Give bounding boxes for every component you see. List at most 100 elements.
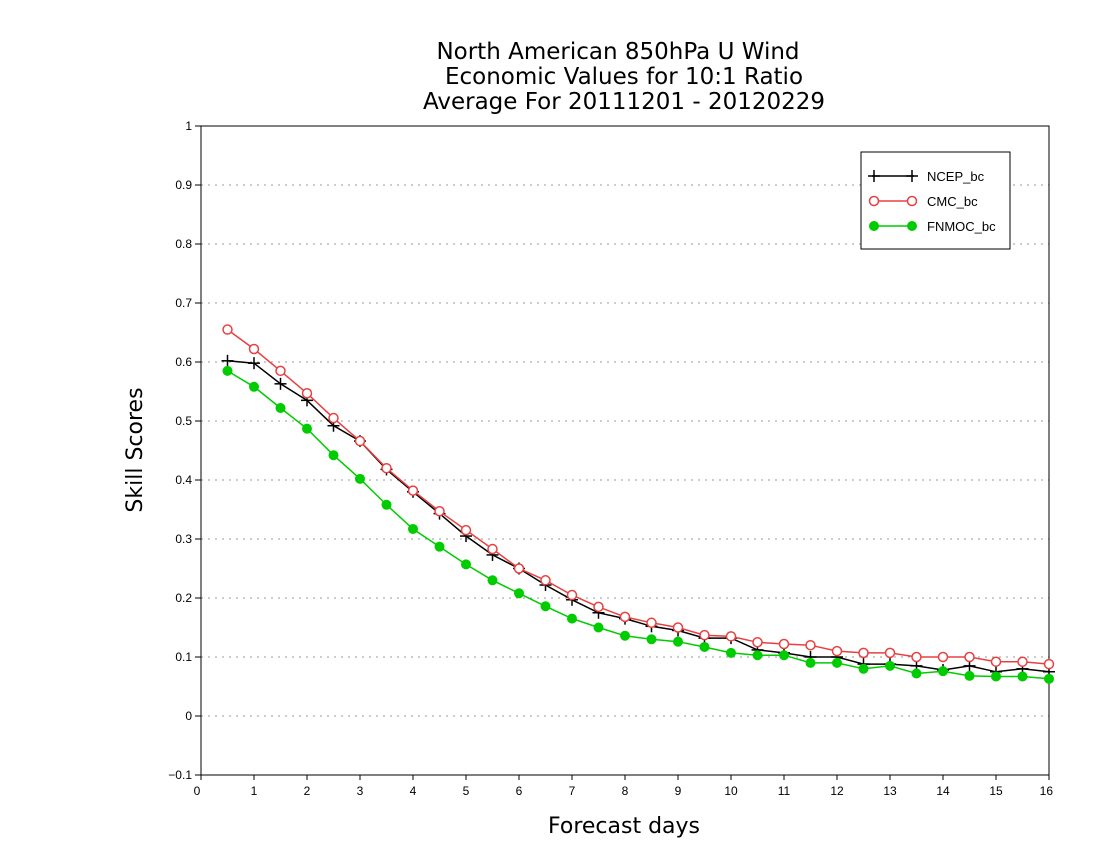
- x-tick-label-14: 14: [936, 784, 950, 798]
- point-cmc-bc-6: [381, 462, 392, 474]
- series-cmc-bc: [222, 324, 1055, 670]
- point-cmc-bc-21: [778, 638, 790, 650]
- point-fnmoc-bc-16: [646, 634, 657, 645]
- point-cmc-bc-5: [354, 435, 366, 447]
- point-cmc-bc-2: [275, 365, 286, 377]
- point-fnmoc-bc-28: [964, 670, 975, 681]
- point-ncep-bc-2: [274, 377, 287, 390]
- point-fnmoc-bc-17: [673, 636, 683, 647]
- legend-marker-left-ncep-bc: [868, 170, 880, 182]
- title-line-2: Economic Values for 10:1 Ratio: [445, 64, 803, 90]
- point-cmc-bc-20: [752, 637, 763, 648]
- point-fnmoc-bc-6: [381, 499, 392, 510]
- point-fnmoc-bc-31: [1044, 673, 1054, 684]
- series-line-ncep-bc: [227, 360, 1050, 673]
- x-tick-label-13: 13: [883, 784, 897, 798]
- y-tick-label-7: 0.6: [175, 355, 192, 369]
- x-tick-label-0: 0: [194, 784, 201, 798]
- y-axis-ticks: −0.1 0 0.1 0.2 0.3 0.4 0.5 0.6 0.7 0.8 0.9 1: [168, 119, 201, 782]
- x-tick-label-15: 15: [989, 784, 1003, 798]
- x-axis-label: Forecast days: [548, 814, 700, 839]
- point-fnmoc-bc-11: [514, 588, 524, 599]
- x-tick-label-5: 5: [463, 784, 470, 798]
- point-cmc-bc-4: [328, 412, 339, 424]
- point-fnmoc-bc-24: [858, 663, 869, 674]
- point-fnmoc-bc-7: [408, 523, 418, 534]
- title-line-1: North American 850hPa U Wind: [436, 39, 799, 65]
- x-tick-label-10: 10: [724, 784, 738, 798]
- point-fnmoc-bc-25: [885, 660, 895, 671]
- point-fnmoc-bc-2: [275, 403, 286, 414]
- point-cmc-bc-10: [487, 543, 498, 555]
- point-fnmoc-bc-13: [567, 613, 577, 624]
- point-fnmoc-bc-22: [805, 657, 816, 668]
- y-tick-label-11: 1: [185, 119, 192, 133]
- series-ncep-bc: [221, 354, 1055, 678]
- point-fnmoc-bc-3: [302, 423, 312, 434]
- x-tick-label-2: 2: [304, 784, 311, 798]
- point-cmc-bc-16: [646, 617, 657, 629]
- point-cmc-bc-30: [1017, 656, 1028, 667]
- y-tick-label-3: 0.2: [175, 591, 192, 605]
- legend-item-fnmoc-bc: FNMOC_bc: [869, 219, 996, 234]
- point-cmc-bc-0: [222, 324, 233, 335]
- point-cmc-bc-31: [1043, 658, 1055, 670]
- point-cmc-bc-24: [858, 647, 869, 659]
- point-fnmoc-bc-8: [434, 541, 445, 552]
- series-layer: [221, 324, 1055, 684]
- x-tick-label-11: 11: [778, 784, 791, 798]
- x-axis-ticks: 0 1 2 3 4 5 6 7 8 9 10 11 12 13 14 15 16: [194, 775, 1053, 798]
- point-fnmoc-bc-21: [779, 650, 789, 661]
- point-fnmoc-bc-0: [222, 365, 233, 376]
- point-cmc-bc-19: [725, 631, 737, 642]
- point-cmc-bc-8: [434, 506, 445, 517]
- point-cmc-bc-9: [460, 524, 472, 536]
- x-tick-label-1: 1: [251, 784, 258, 798]
- x-tick-label-6: 6: [516, 784, 523, 798]
- legend-marker-left-cmc-bc: [868, 195, 880, 207]
- point-fnmoc-bc-20: [752, 650, 763, 661]
- point-cmc-bc-13: [566, 589, 578, 601]
- point-cmc-bc-28: [964, 651, 975, 663]
- legend-label-fnmoc-bc: FNMOC_bc: [927, 219, 996, 234]
- point-fnmoc-bc-9: [461, 559, 471, 570]
- point-fnmoc-bc-14: [593, 622, 604, 633]
- x-tick-label-12: 12: [830, 784, 844, 798]
- y-tick-label-8: 0.7: [175, 296, 192, 310]
- x-tick-label-3: 3: [357, 784, 364, 798]
- y-tick-label-10: 0.9: [175, 178, 192, 192]
- chart-title: North American 850hPa U Wind Economic Va…: [423, 39, 825, 115]
- point-cmc-bc-12: [540, 575, 551, 586]
- x-tick-label-9: 9: [675, 784, 682, 798]
- y-tick-label-4: 0.3: [175, 532, 192, 546]
- gridlines: [201, 184, 1049, 717]
- point-cmc-bc-15: [619, 611, 631, 623]
- point-fnmoc-bc-4: [328, 450, 339, 461]
- y-tick-label-1: 0: [185, 709, 192, 723]
- point-fnmoc-bc-1: [249, 381, 259, 392]
- y-tick-label-6: 0.5: [175, 414, 192, 428]
- point-cmc-bc-7: [407, 485, 419, 496]
- legend-marker-right-fnmoc-bc: [907, 221, 917, 231]
- point-cmc-bc-29: [990, 656, 1002, 667]
- legend-item-ncep-bc: NCEP_bc: [868, 169, 985, 184]
- point-cmc-bc-26: [911, 651, 922, 663]
- point-fnmoc-bc-19: [726, 647, 736, 658]
- x-tick-label-8: 8: [622, 784, 629, 798]
- legend-marker-right-ncep-bc: [906, 170, 918, 182]
- point-cmc-bc-18: [699, 629, 710, 641]
- legend-marker-left-fnmoc-bc: [869, 221, 879, 231]
- point-cmc-bc-23: [831, 645, 843, 657]
- x-tick-label-7: 7: [569, 784, 576, 798]
- point-ncep-bc-0: [221, 354, 234, 367]
- point-cmc-bc-3: [301, 388, 313, 399]
- title-line-3: Average For 20111201 - 20120229: [423, 89, 825, 115]
- series-line-fnmoc-bc: [227, 370, 1050, 680]
- point-cmc-bc-25: [884, 647, 896, 659]
- series-line-cmc-bc: [227, 328, 1050, 665]
- y-axis-label: Skill Scores: [123, 387, 148, 512]
- point-cmc-bc-17: [672, 622, 684, 633]
- point-cmc-bc-14: [593, 601, 604, 613]
- point-fnmoc-bc-10: [487, 575, 498, 586]
